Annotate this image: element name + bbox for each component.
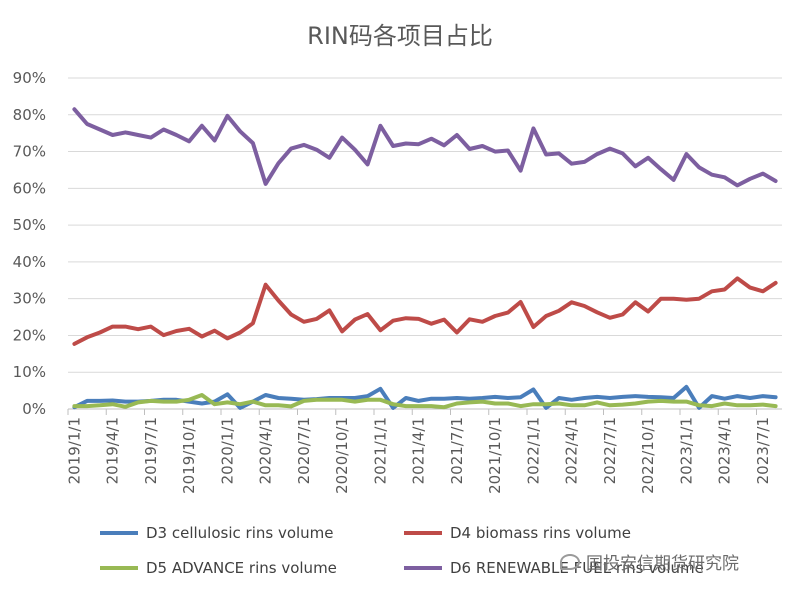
legend-label: D5 ADVANCE rins volume xyxy=(146,559,337,577)
chart-title: RIN码各项目占比 xyxy=(307,22,493,50)
y-tick-label: 60% xyxy=(13,179,46,197)
series-line-4 xyxy=(72,107,778,188)
legend-label: D3 cellulosic rins volume xyxy=(146,524,334,542)
y-tick-label: 20% xyxy=(13,326,46,344)
y-tick-label: 30% xyxy=(13,290,46,308)
series-line-2 xyxy=(72,276,778,346)
x-tick-label: 2020/7/1 xyxy=(295,417,313,484)
x-tick-label: 2020/10/1 xyxy=(333,417,351,494)
series-line-1 xyxy=(72,384,778,410)
y-tick-label: 50% xyxy=(13,216,46,234)
legend-label: D4 biomass rins volume xyxy=(450,524,631,542)
y-tick-label: 90% xyxy=(13,69,46,87)
x-tick-label: 2023/1/1 xyxy=(677,417,695,484)
x-tick-label: 2020/4/1 xyxy=(257,417,275,484)
x-tick-label: 2020/1/1 xyxy=(218,417,236,484)
legend: D3 cellulosic rins volume D4 biomass rins… xyxy=(100,524,704,577)
x-tick-label: 2019/1/1 xyxy=(65,417,83,484)
x-tick-label: 2022/10/1 xyxy=(639,417,657,494)
x-tick-label: 2022/7/1 xyxy=(601,417,619,484)
x-tick-label: 2021/7/1 xyxy=(448,417,466,484)
x-tick-label: 2019/7/1 xyxy=(142,417,160,484)
y-tick-label: 80% xyxy=(13,106,46,124)
x-tick-label: 2021/4/1 xyxy=(410,417,428,484)
watermark: 国投安信期货研究院 xyxy=(560,549,739,574)
x-tick-label: 2021/10/1 xyxy=(486,417,504,494)
x-tick-label: 2023/4/1 xyxy=(716,417,734,484)
gridlines xyxy=(68,77,782,373)
x-axis: 2019/1/1 2019/4/1 2019/7/1 2019/10/1 2020/1/… xyxy=(65,408,782,494)
y-tick-label: 40% xyxy=(13,253,46,271)
watermark-text: 国投安信期货研究院 xyxy=(586,554,739,574)
y-axis-ticks: 0% 10% 20% 30% 40% 50% 60% 70% 80% 90% xyxy=(13,69,46,418)
x-tick-label: 2019/4/1 xyxy=(104,417,122,484)
x-tick-label: 2021/1/1 xyxy=(371,417,389,484)
legend-label: D6 RENEWABLE FUEL rins volume xyxy=(450,559,704,577)
series-lines xyxy=(72,107,778,410)
y-tick-label: 10% xyxy=(13,363,46,381)
y-tick-label: 0% xyxy=(22,400,46,418)
x-tick-label: 2019/10/1 xyxy=(180,417,198,494)
x-tick-label: 2022/1/1 xyxy=(524,417,542,484)
x-tick-label: 2023/7/1 xyxy=(754,417,772,484)
series-line-3 xyxy=(72,393,778,410)
y-tick-label: 70% xyxy=(13,143,46,161)
wechat-icon xyxy=(560,553,580,570)
x-tick-label: 2022/4/1 xyxy=(563,417,581,484)
